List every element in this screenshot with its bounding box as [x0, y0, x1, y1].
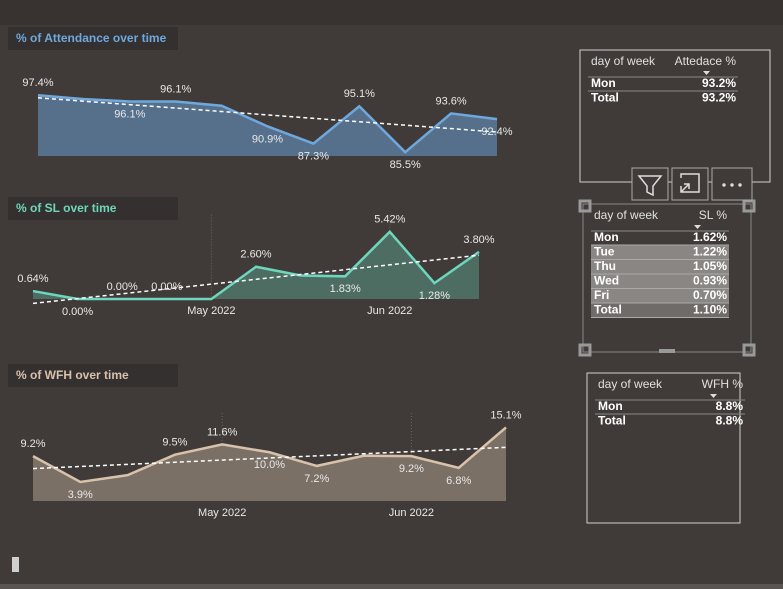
sort-arrow	[703, 71, 710, 75]
page-indicator[interactable]	[12, 557, 19, 572]
resize-handle[interactable]	[659, 349, 675, 353]
cell: Mon	[598, 399, 623, 413]
resize-handle[interactable]	[578, 343, 592, 357]
line	[32, 229, 480, 301]
cell: 1.10%	[693, 303, 727, 317]
line	[37, 94, 498, 154]
data-label: 1.83%	[330, 283, 361, 295]
data-label: 3.9%	[68, 489, 93, 501]
title-box	[8, 27, 178, 50]
dot	[738, 183, 742, 187]
column-header: WFH %	[702, 377, 744, 391]
bottom-bar	[0, 584, 783, 589]
data-label: 92.4%	[481, 126, 512, 138]
table-frame	[586, 372, 741, 524]
data-label: 85.5%	[390, 159, 421, 171]
data-label: 5.42%	[374, 214, 405, 226]
sort-arrow	[710, 394, 717, 398]
cell: 93.2%	[702, 76, 736, 90]
cell: 0.93%	[693, 274, 727, 288]
data-label: 0.00%	[62, 306, 93, 318]
cell: Total	[598, 414, 626, 428]
cell: Thu	[594, 259, 616, 273]
column-header: SL %	[699, 208, 728, 222]
data-label: 0.64%	[17, 273, 48, 285]
data-label: 93.6%	[435, 95, 466, 107]
row-highlight	[591, 260, 729, 274]
cell: 1.05%	[693, 259, 727, 273]
cell: 8.8%	[716, 399, 744, 413]
x-tick-label: Jun 2022	[367, 305, 412, 317]
data-label: 11.6%	[207, 426, 238, 438]
column-header: day of week	[598, 377, 663, 391]
data-label: 2.60%	[240, 249, 271, 261]
area	[38, 95, 497, 156]
data-label: 0.00%	[151, 281, 182, 293]
cell: 8.8%	[716, 414, 744, 428]
area	[33, 231, 479, 299]
data-label: 1.28%	[419, 290, 450, 302]
cell: Mon	[594, 230, 619, 244]
data-label: 96.1%	[160, 83, 191, 95]
cell: Total	[591, 91, 619, 105]
data-label: 3.80%	[463, 234, 494, 246]
data-label: 90.9%	[252, 133, 283, 145]
cell: 93.2%	[702, 91, 736, 105]
data-label: 95.1%	[344, 88, 375, 100]
focus-icon[interactable]	[671, 167, 709, 201]
area	[33, 427, 506, 501]
dot	[722, 183, 726, 187]
title-box	[8, 197, 178, 220]
column-header: day of week	[594, 208, 659, 222]
cell: Total	[594, 303, 622, 317]
cell: 0.70%	[693, 288, 727, 302]
cell: Mon	[591, 76, 616, 90]
data-label: 96.1%	[114, 108, 145, 120]
resize-handle[interactable]	[742, 199, 756, 213]
trend-line	[32, 254, 480, 305]
filter-glyph	[637, 175, 663, 197]
chart-title: % of WFH over time	[16, 368, 129, 382]
visual-header-icons	[631, 167, 753, 201]
resize-handle[interactable]	[578, 199, 592, 213]
x-tick-label: May 2022	[187, 305, 235, 317]
row-highlight	[591, 274, 729, 289]
data-label: 15.1%	[490, 409, 521, 421]
trend-line	[32, 446, 507, 470]
data-label: 9.5%	[162, 437, 187, 449]
cell: Fri	[594, 288, 609, 302]
resize-handle[interactable]	[742, 343, 756, 357]
row-highlight	[591, 245, 729, 260]
data-label: 9.2%	[20, 438, 45, 450]
dot	[730, 183, 734, 187]
chart-title: % of SL over time	[16, 201, 117, 215]
row-highlight	[591, 303, 729, 318]
top-strip	[0, 0, 783, 25]
column-header: day of week	[591, 54, 656, 68]
cell: 1.22%	[693, 245, 727, 259]
line	[32, 426, 507, 484]
data-label: 9.2%	[399, 463, 424, 475]
sort-arrow	[694, 225, 701, 229]
title-box	[8, 364, 178, 387]
row-highlight	[591, 289, 729, 303]
data-label: 7.2%	[304, 473, 329, 485]
cell: 1.62%	[693, 230, 727, 244]
x-tick-label: May 2022	[198, 507, 246, 519]
column-header: Attedace %	[675, 54, 737, 68]
focus-glyph	[680, 173, 700, 193]
data-label: 10.0%	[254, 459, 285, 471]
filter-icon[interactable]	[631, 167, 669, 201]
cell: Tue	[594, 245, 615, 259]
chart-title: % of Attendance over time	[16, 31, 167, 45]
x-tick-label: Jun 2022	[389, 507, 434, 519]
data-label: 0.00%	[107, 281, 138, 293]
cell: Wed	[594, 274, 619, 288]
data-label: 87.3%	[298, 150, 329, 162]
data-label: 6.8%	[446, 475, 471, 487]
data-label: 97.4%	[22, 77, 53, 89]
